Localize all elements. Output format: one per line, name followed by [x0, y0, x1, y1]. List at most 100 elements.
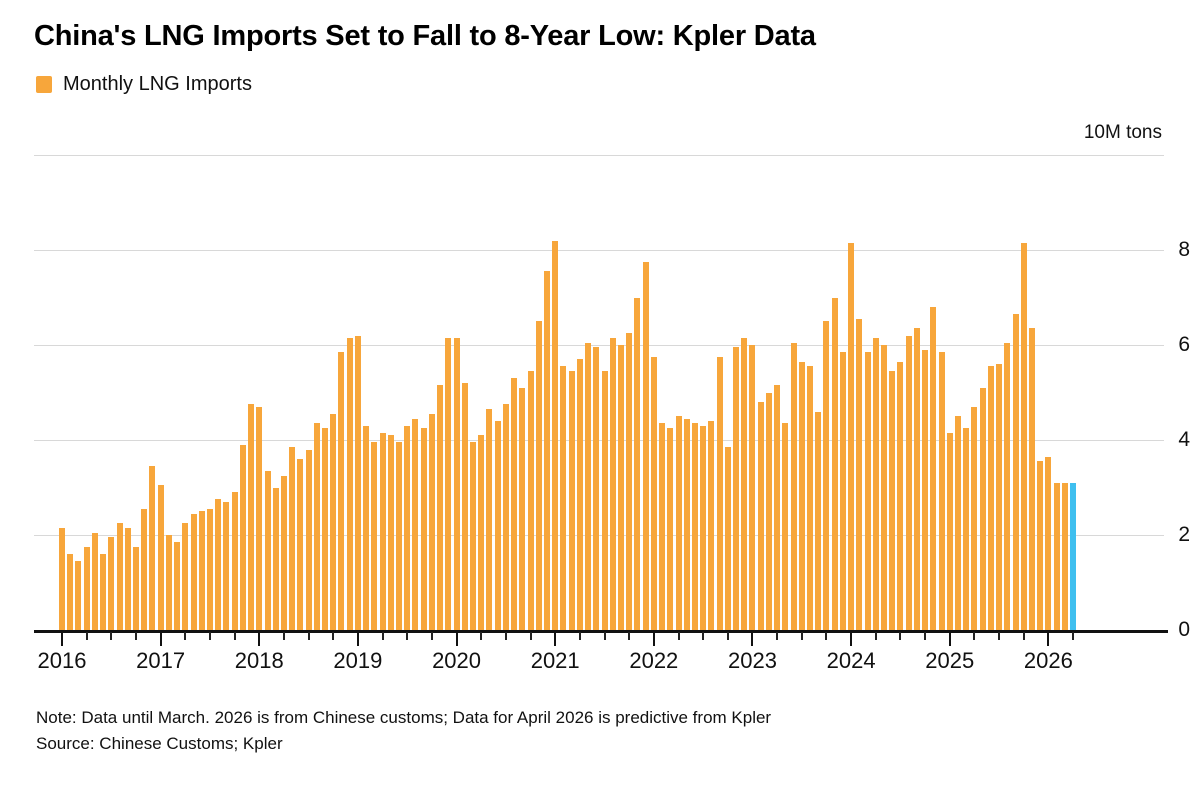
bar	[996, 364, 1003, 630]
bar	[404, 425, 411, 630]
bar	[1020, 242, 1027, 630]
bar	[313, 423, 320, 630]
x-axis-minor-tick	[800, 632, 803, 640]
x-axis-minor-tick	[973, 632, 976, 640]
footnote-note: Note: Data until March. 2026 is from Chi…	[36, 708, 772, 727]
bar	[667, 428, 674, 630]
bar	[897, 361, 904, 630]
x-axis-tick-label: 2025	[925, 648, 975, 673]
bar	[560, 366, 567, 630]
bar	[453, 337, 460, 630]
bar	[248, 404, 255, 630]
bar	[182, 523, 189, 630]
bar	[798, 361, 805, 630]
x-axis-labels: 2016 2017 2018 2019 2020 2021 2022 2023 2024 2025…	[0, 648, 1200, 680]
bar	[264, 470, 271, 630]
x-axis-minor-tick	[529, 632, 532, 640]
bar	[889, 371, 896, 630]
x-axis-minor-tick	[307, 632, 310, 640]
bar	[848, 242, 855, 630]
bar	[141, 508, 148, 630]
bar	[585, 342, 592, 630]
bar	[601, 371, 608, 630]
bar	[543, 271, 550, 630]
bar	[839, 352, 846, 630]
bar	[272, 487, 279, 630]
bar	[831, 297, 838, 630]
x-axis-minor-tick	[578, 632, 581, 640]
x-axis-major-tick	[652, 632, 655, 646]
bar	[708, 421, 715, 630]
bar	[330, 413, 337, 630]
bar	[1070, 482, 1077, 630]
bar	[379, 432, 386, 630]
bar	[354, 335, 361, 630]
bar	[675, 416, 682, 630]
x-axis-major-tick	[948, 632, 951, 646]
bar	[256, 406, 263, 630]
bar	[231, 492, 238, 630]
bar	[527, 371, 534, 630]
bar	[461, 383, 468, 630]
x-axis-major-tick	[258, 632, 261, 646]
bar	[790, 342, 797, 630]
x-axis-minor-tick	[874, 632, 877, 640]
bar	[881, 345, 887, 630]
bar	[437, 385, 444, 630]
x-axis-tick-label: 2022	[629, 648, 679, 673]
bar	[741, 337, 748, 630]
x-axis-minor-tick	[381, 632, 384, 640]
bar	[733, 347, 740, 630]
x-axis-major-tick	[159, 632, 162, 646]
bar	[108, 537, 115, 630]
bar	[223, 501, 230, 630]
bar	[75, 561, 82, 630]
bar	[642, 261, 649, 630]
x-axis-minor-tick	[776, 632, 779, 640]
bar	[823, 321, 830, 630]
bar	[165, 535, 172, 630]
bar	[124, 527, 131, 630]
bar	[626, 333, 633, 630]
bar	[206, 508, 213, 630]
bar	[683, 418, 690, 630]
x-axis-minor-tick	[184, 632, 187, 640]
bar	[346, 337, 353, 630]
bar	[445, 337, 452, 630]
x-axis-minor-tick	[924, 632, 927, 640]
y-axis-tick-label: 4	[1178, 428, 1190, 451]
bar-series-monthly-lng-imports	[59, 155, 1119, 630]
bar	[700, 425, 707, 630]
bar	[716, 356, 723, 630]
x-axis-tick-label: 2020	[432, 648, 482, 673]
x-axis-minor-tick	[208, 632, 211, 640]
x-axis-major-tick	[751, 632, 754, 646]
x-axis-major-tick	[1047, 632, 1050, 646]
x-axis-minor-tick	[998, 632, 1001, 640]
bar	[922, 349, 929, 630]
bar	[938, 352, 945, 630]
bar	[634, 297, 641, 630]
x-axis-tick-label: 2026	[1023, 648, 1073, 673]
bar	[749, 345, 756, 630]
bar	[363, 425, 370, 630]
bar	[979, 387, 986, 630]
bar	[338, 352, 345, 630]
x-axis-minor-tick	[1022, 632, 1025, 640]
x-axis-minor-tick	[110, 632, 113, 640]
bar	[1037, 461, 1044, 630]
bar	[765, 392, 772, 630]
bar	[322, 428, 329, 630]
bar	[691, 423, 698, 630]
bar	[305, 449, 312, 630]
y-axis-unit-label: 10M tons	[1083, 122, 1162, 143]
bar	[659, 423, 666, 630]
bar	[132, 546, 139, 630]
bar	[807, 366, 814, 630]
bar	[428, 413, 435, 630]
bar	[1045, 456, 1052, 630]
bar	[757, 402, 764, 630]
bar	[387, 435, 394, 630]
x-axis-major-tick	[455, 632, 458, 646]
